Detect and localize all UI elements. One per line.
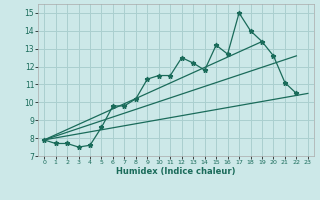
X-axis label: Humidex (Indice chaleur): Humidex (Indice chaleur)	[116, 167, 236, 176]
